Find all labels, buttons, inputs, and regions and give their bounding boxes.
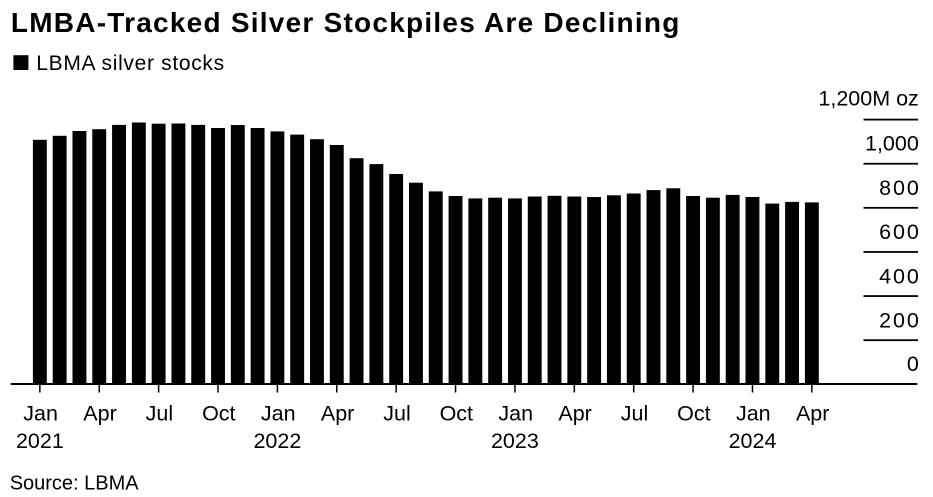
svg-text:Oct: Oct	[677, 401, 710, 425]
svg-text:Source: LBMA: Source: LBMA	[10, 473, 140, 495]
svg-text:Apr: Apr	[558, 401, 591, 425]
svg-text:Jul: Jul	[621, 401, 648, 425]
svg-text:600: 600	[879, 220, 921, 244]
svg-text:Apr: Apr	[321, 401, 354, 425]
svg-text:Oct: Oct	[202, 401, 235, 425]
svg-text:Apr: Apr	[83, 401, 116, 425]
svg-text:Oct: Oct	[440, 401, 473, 425]
svg-text:Jan: Jan	[736, 401, 771, 425]
svg-text:2021: 2021	[16, 429, 64, 453]
svg-text:LBMA silver stocks: LBMA silver stocks	[36, 52, 224, 75]
svg-text:1,200M oz: 1,200M oz	[818, 87, 918, 111]
svg-text:Jan: Jan	[498, 401, 533, 425]
svg-text:1,000: 1,000	[865, 131, 919, 155]
svg-text:400: 400	[879, 264, 921, 288]
svg-text:200: 200	[879, 309, 921, 333]
svg-text:2022: 2022	[253, 429, 301, 453]
svg-text:Apr: Apr	[796, 401, 829, 425]
svg-text:Jul: Jul	[383, 401, 410, 425]
svg-text:Jan: Jan	[23, 401, 58, 425]
svg-text:Jan: Jan	[261, 401, 296, 425]
svg-text:LMBA-Tracked Silver Stockpiles: LMBA-Tracked Silver Stockpiles Are Decli…	[11, 7, 681, 38]
svg-text:0: 0	[907, 352, 919, 376]
svg-text:Jul: Jul	[146, 401, 173, 425]
svg-text:2023: 2023	[491, 429, 539, 453]
svg-text:800: 800	[879, 176, 921, 200]
svg-text:2024: 2024	[729, 429, 777, 453]
